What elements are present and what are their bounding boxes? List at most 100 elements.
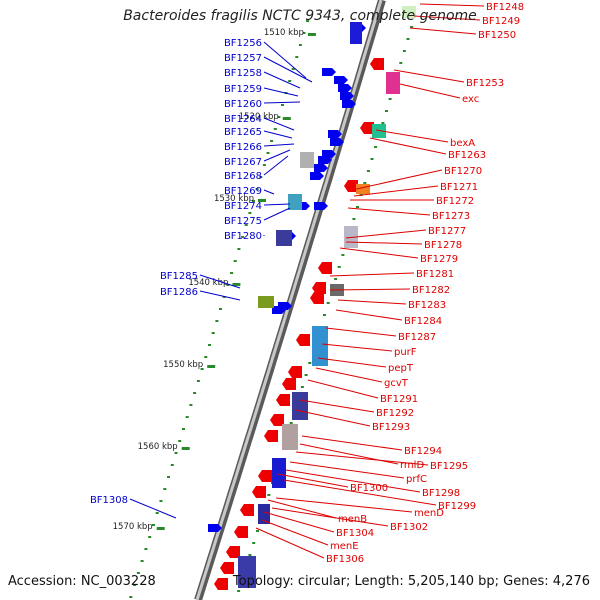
gene-label-right: BF1292	[376, 408, 414, 419]
minor-tick	[152, 524, 155, 526]
gene-label-right: BF1279	[420, 254, 458, 265]
gene-label-right: BF1284	[404, 316, 442, 327]
map-title: Bacteroides fragilis NCTC 9343, complete…	[123, 8, 477, 24]
minor-tick	[259, 176, 263, 178]
reverse-gene	[370, 58, 384, 70]
major-tick	[181, 447, 190, 450]
gene-label-left: BF1260	[224, 99, 262, 110]
reverse-gene	[310, 292, 324, 304]
leader-line	[315, 367, 383, 383]
kbp-label: 1530 kbp	[214, 194, 254, 204]
gene-block	[288, 194, 302, 210]
leader-line	[419, 3, 485, 7]
reverse-gene	[252, 486, 266, 498]
forward-gene	[314, 164, 328, 172]
gene-label-right: BF1293	[372, 422, 410, 433]
leader-line	[321, 343, 393, 352]
leader-line	[263, 41, 307, 79]
minor-tick	[196, 380, 200, 382]
reverse-gene	[264, 430, 278, 442]
kbp-label: 1550 kbp	[163, 360, 203, 370]
minor-tick	[363, 182, 367, 184]
minor-tick	[337, 266, 341, 268]
gene-label-right: bexA	[450, 138, 475, 149]
gene-label-right: BF1248	[486, 2, 524, 13]
leader-line	[263, 143, 295, 147]
leader-line	[351, 169, 443, 191]
forward-gene	[208, 524, 222, 532]
reverse-gene	[258, 470, 272, 482]
leader-line	[129, 498, 177, 519]
leader-line	[263, 130, 293, 139]
gene-label-right: BF1304	[336, 528, 374, 539]
minor-tick	[193, 392, 197, 394]
leader-line	[353, 185, 439, 197]
gene-label-left: BF1266	[224, 142, 262, 153]
leader-line	[335, 309, 403, 321]
minor-tick	[178, 440, 182, 442]
minor-tick	[306, 20, 310, 22]
forward-gene	[338, 84, 352, 92]
leader-line	[337, 299, 407, 305]
gene-block	[402, 6, 416, 18]
gene-label-right: BF1281	[416, 269, 454, 280]
gene-label-right: BF1272	[436, 196, 474, 207]
leader-line	[263, 117, 295, 131]
minor-tick	[288, 80, 292, 82]
reverse-gene	[276, 394, 290, 406]
accession-text: Accession: NC_003228	[8, 574, 156, 589]
leader-line	[295, 451, 429, 466]
leader-line	[317, 357, 387, 368]
kbp-label: 1540 kbp	[188, 278, 228, 288]
major-tick	[282, 117, 291, 120]
leader-line	[345, 229, 427, 239]
gene-label-right: BF1294	[404, 446, 442, 457]
forward-gene	[322, 68, 336, 76]
gene-label-right: menB	[338, 514, 367, 525]
minor-tick	[341, 254, 345, 256]
gene-label-left: BF1259	[224, 84, 262, 95]
kbp-ticks: 1510 kbp 1520 kbp 1530 kbp 1540 kbp 1550 kbp…	[113, 28, 316, 532]
leader-line	[263, 207, 291, 221]
kbp-label: 1560 kbp	[138, 442, 178, 452]
gene-label-left: BF1280	[224, 231, 262, 242]
minor-tick	[215, 320, 219, 322]
minor-tick	[174, 452, 178, 454]
gene-block	[258, 504, 270, 524]
gene-block	[238, 556, 256, 588]
reverse-gene	[234, 526, 248, 538]
leader-line	[263, 149, 291, 162]
minor-tick	[211, 332, 215, 334]
major-tick	[207, 365, 216, 368]
gene-label-right: BF1295	[430, 461, 468, 472]
leader-line	[325, 327, 397, 337]
gene-label-right: pepT	[388, 363, 414, 374]
leader-line	[413, 15, 481, 21]
minor-tick	[230, 272, 234, 274]
leader-line	[263, 511, 335, 533]
gene-label-left: BF1269	[224, 186, 262, 197]
minor-tick	[370, 158, 374, 160]
gene-label-right: BF1291	[380, 394, 418, 405]
minor-tick	[140, 560, 144, 562]
gene-label-left: BF1275	[224, 216, 262, 227]
gene-label-right: BF1282	[412, 285, 450, 296]
minor-tick	[267, 494, 271, 496]
leader-line	[271, 507, 389, 527]
minor-tick	[308, 362, 312, 364]
kbp-label: 1520 kbp	[239, 112, 279, 122]
minor-tick	[388, 98, 392, 100]
minor-tick	[281, 104, 284, 106]
leader-line	[375, 129, 449, 143]
major-tick	[307, 33, 316, 36]
major-tick	[156, 527, 165, 530]
minor-tick	[300, 386, 304, 388]
gene-block	[312, 326, 328, 366]
gene-label-left: BF1257	[224, 53, 262, 64]
gene-label-right: purF	[394, 347, 417, 358]
leader-line	[263, 87, 299, 97]
forward-gene	[330, 138, 344, 146]
minor-tick	[170, 464, 174, 466]
leader-line	[301, 435, 403, 451]
minor-tick	[237, 590, 241, 592]
